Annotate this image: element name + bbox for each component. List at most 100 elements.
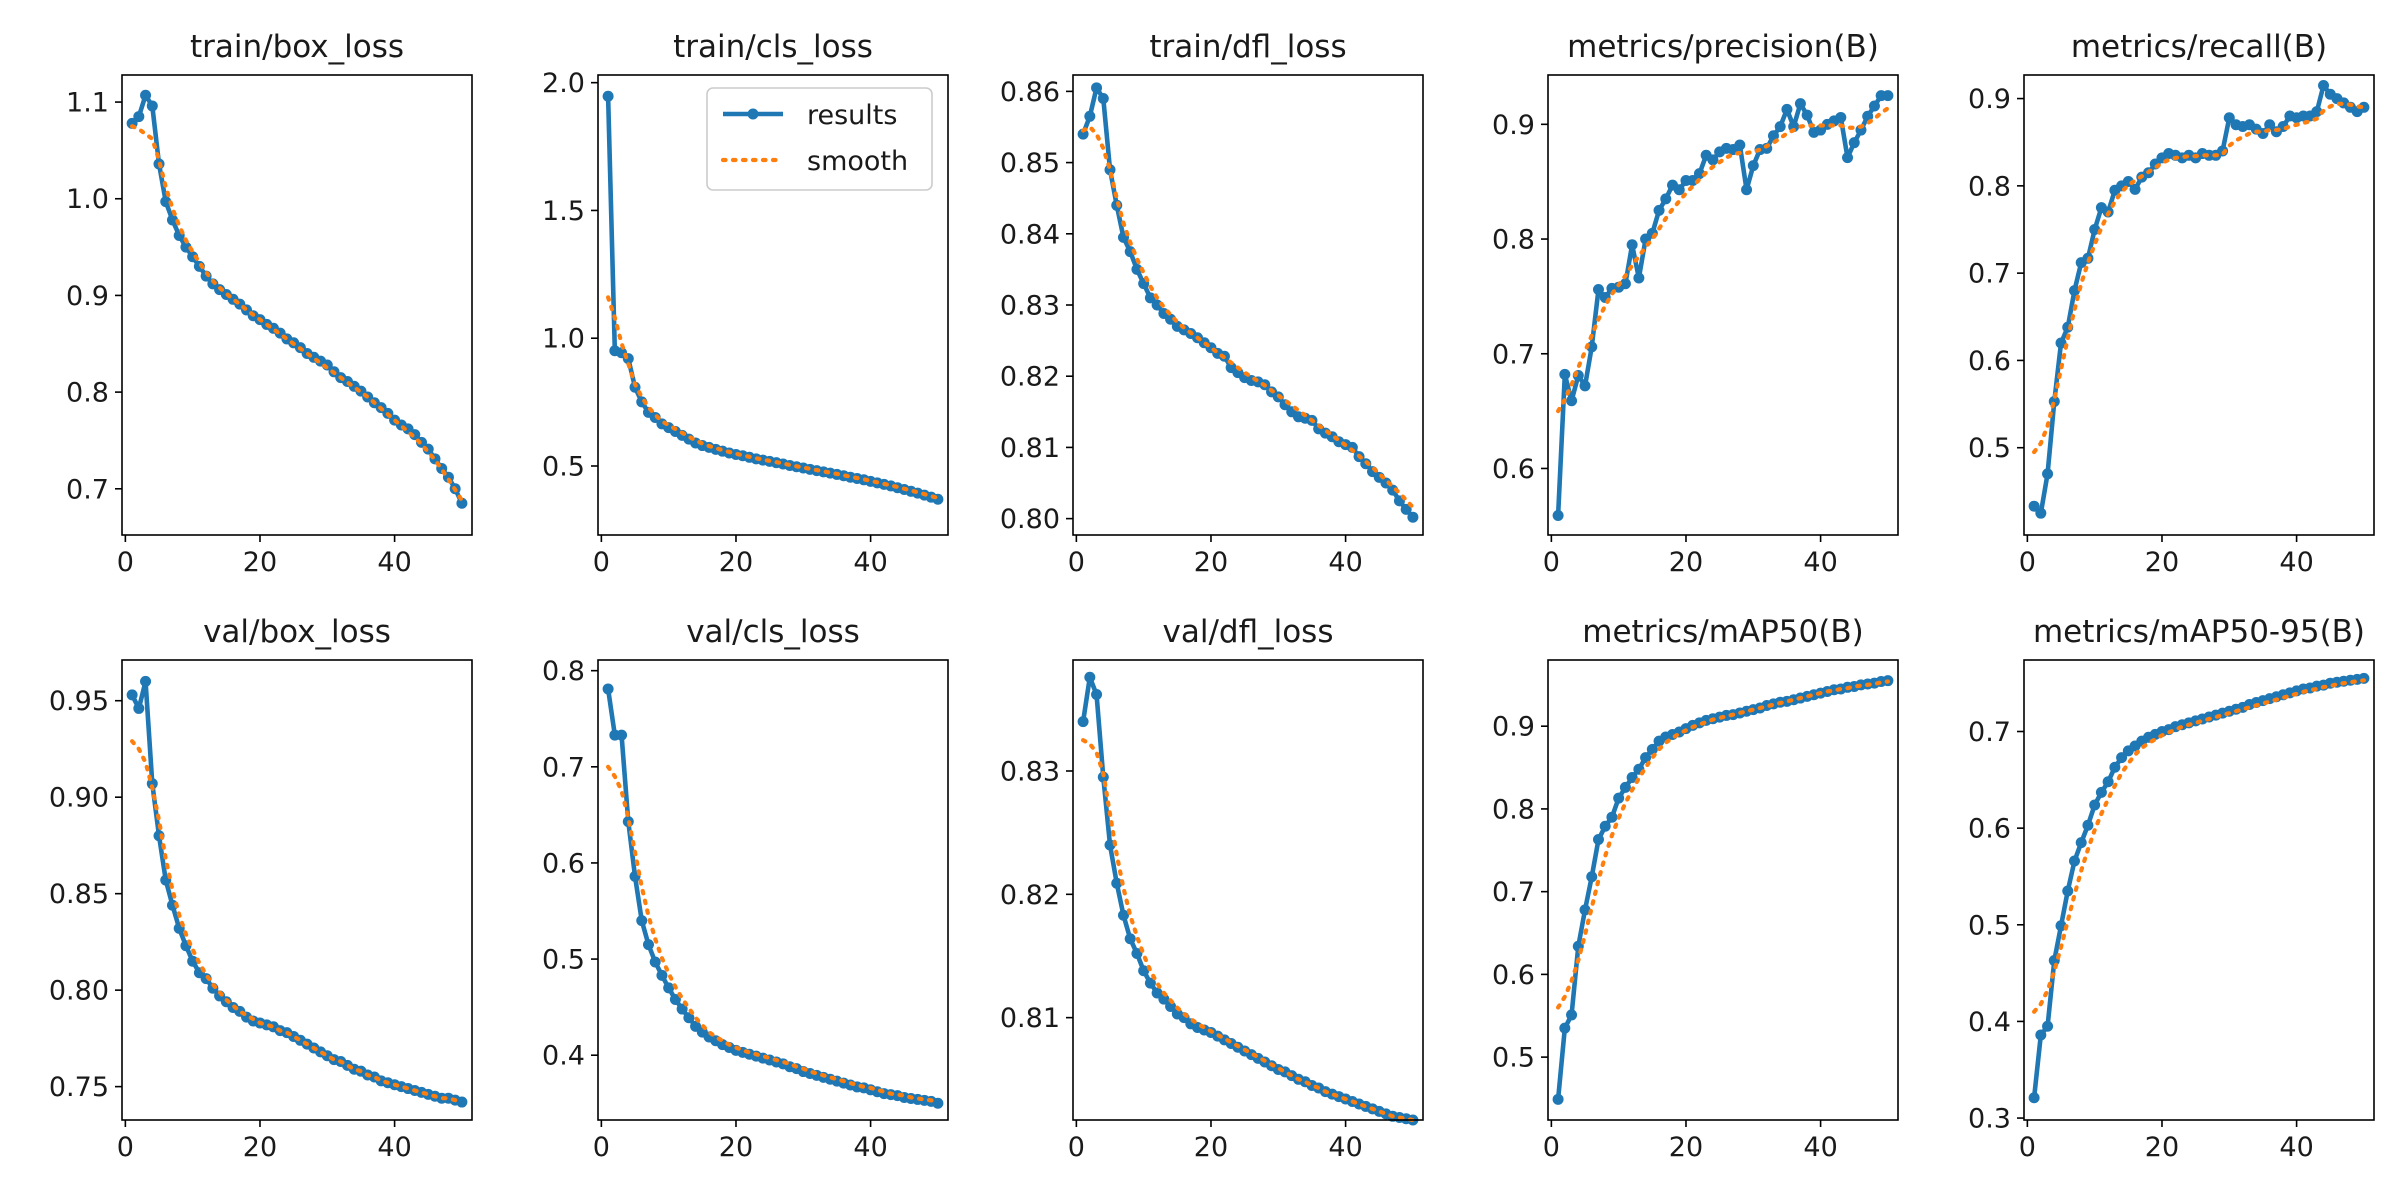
results-point — [2075, 837, 2087, 849]
results-point — [1693, 168, 1705, 180]
results-point — [140, 675, 152, 687]
results-point — [1592, 284, 1604, 296]
y-tick-label: 0.95 — [49, 686, 109, 717]
results-point — [2042, 1020, 2054, 1032]
axes-frame — [121, 74, 473, 536]
y-tick-label: 0.8 — [1492, 794, 1535, 825]
panel-val-dfl-loss: val/dfl_loss 0 20 40 0.81 0.82 0.83 — [1000, 614, 1424, 1163]
results-point — [669, 993, 681, 1005]
results-point — [1387, 484, 1399, 496]
panel-title: val/dfl_loss — [1163, 614, 1334, 650]
smooth-series-line — [2031, 101, 2366, 455]
panel-val-box-loss: val/box_loss 0 20 40 0.75 0.80 0.85 0.90 0.95 — [49, 614, 473, 1163]
results-point — [2358, 101, 2370, 113]
results-point — [1640, 752, 1652, 764]
results-point — [1097, 93, 1109, 104]
results-point — [1882, 90, 1894, 102]
x-tick-label: 40 — [1328, 547, 1362, 578]
results-series-line — [130, 93, 464, 505]
results-point — [166, 214, 178, 226]
results-point — [602, 683, 614, 695]
results-point — [1144, 292, 1156, 304]
y-tick-label: 0.8 — [1968, 171, 2011, 202]
x-tick-label: 0 — [2019, 1132, 2036, 1163]
results-point — [1801, 109, 1813, 121]
results-point — [1633, 272, 1645, 284]
results-point — [1673, 184, 1685, 196]
x-tick-label: 0 — [1543, 1132, 1560, 1163]
results-point — [1626, 771, 1638, 783]
legend-results-label: results — [807, 100, 897, 131]
results-point — [1091, 689, 1103, 701]
y-tick-label: 0.7 — [66, 474, 109, 505]
results-point — [1131, 263, 1143, 275]
results-point — [2035, 507, 2047, 519]
x-tick-label: 40 — [2279, 547, 2313, 578]
results-point — [1586, 871, 1598, 883]
results-point — [133, 111, 145, 123]
smooth-series-line — [605, 295, 941, 501]
axes-frame — [2023, 74, 2375, 536]
results-point — [1165, 313, 1177, 325]
panel-title: val/box_loss — [203, 614, 391, 650]
y-tick-label: 0.83 — [1000, 291, 1060, 322]
axes-frame — [1547, 74, 1899, 536]
y-tick-label: 0.80 — [49, 976, 109, 1007]
results-point — [1741, 184, 1753, 196]
results-point — [187, 955, 199, 967]
results-point — [2089, 799, 2101, 811]
x-tick-label: 20 — [243, 1132, 277, 1163]
y-tick-label: 0.4 — [1968, 1007, 2011, 1038]
results-point — [1781, 103, 1793, 115]
x-tick-label: 40 — [1803, 1132, 1837, 1163]
panel-metrics-precision-b: metrics/precision(B) 0 20 40 0.6 0.7 0.8 0.9 — [1492, 29, 1899, 578]
smooth-series-line — [1555, 106, 1891, 414]
y-tick-label: 0.86 — [1000, 77, 1060, 108]
results-point — [636, 915, 648, 927]
results-point — [1626, 239, 1638, 251]
y-tick-label: 0.6 — [1492, 454, 1535, 485]
results-series-line — [1080, 85, 1415, 519]
results-point — [2062, 885, 2074, 897]
x-tick-label: 40 — [377, 1132, 411, 1163]
axes-frame — [1072, 659, 1424, 1121]
results-point — [2109, 761, 2121, 773]
results-series-line — [2031, 676, 2365, 1099]
x-tick-label: 0 — [1543, 547, 1560, 578]
results-point — [160, 196, 172, 208]
y-tick-label: 0.8 — [1492, 225, 1535, 256]
axes-frame — [597, 74, 949, 536]
results-point — [180, 241, 192, 253]
y-tick-label: 1.1 — [66, 88, 109, 119]
results-point — [1380, 477, 1392, 489]
y-tick-label: 0.6 — [1492, 960, 1535, 991]
y-tick-label: 0.6 — [542, 848, 585, 879]
results-point — [1660, 193, 1672, 205]
y-tick-label: 0.90 — [49, 783, 109, 814]
results-point — [1559, 1022, 1571, 1034]
y-tick-label: 0.82 — [1000, 362, 1060, 393]
results-point — [1552, 510, 1564, 521]
results-point — [126, 689, 138, 701]
results-point — [1407, 511, 1419, 523]
y-tick-label: 0.7 — [1968, 259, 2011, 290]
y-tick-label: 0.81 — [1000, 433, 1060, 464]
x-tick-label: 0 — [117, 1132, 134, 1163]
results-point — [1613, 792, 1625, 804]
y-tick-label: 1.5 — [542, 196, 585, 227]
results-point — [2311, 106, 2323, 118]
results-point — [656, 969, 668, 981]
results-point — [2223, 112, 2235, 124]
x-tick-label: 40 — [1328, 1132, 1362, 1163]
results-series-line — [1555, 678, 1889, 1100]
x-tick-label: 0 — [593, 547, 610, 578]
panel-metrics-recall-b: metrics/recall(B) 0 20 40 0.5 0.6 0.7 0.8 0.9 — [1968, 29, 2375, 578]
y-tick-label: 1.0 — [542, 324, 585, 355]
smooth-series-line — [605, 764, 941, 1104]
x-tick-label: 0 — [1068, 1132, 1085, 1163]
results-point — [2318, 79, 2330, 91]
y-tick-label: 0.5 — [1492, 1043, 1535, 1074]
y-tick-label: 0.5 — [542, 945, 585, 976]
results-point — [1131, 948, 1143, 960]
x-tick-label: 0 — [2019, 547, 2036, 578]
